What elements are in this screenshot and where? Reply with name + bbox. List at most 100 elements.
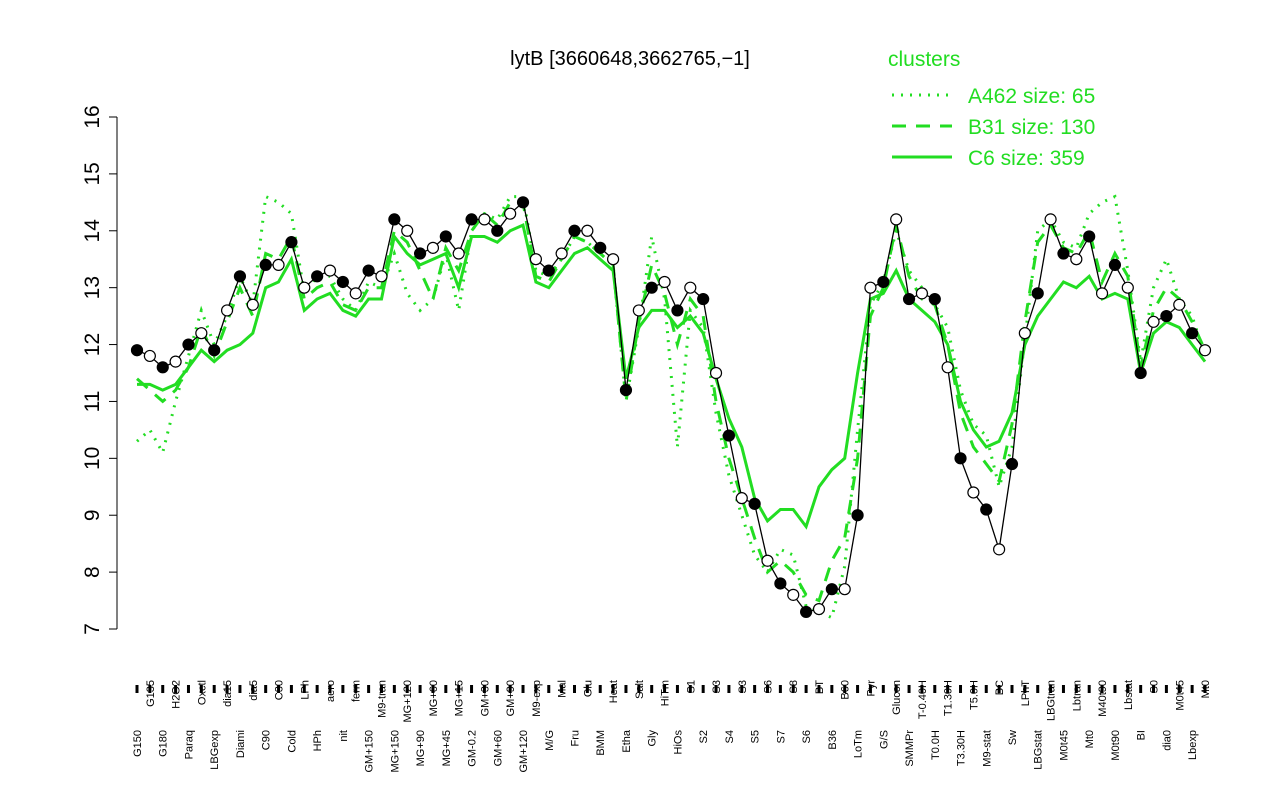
data-point	[529, 253, 542, 266]
x-tick-label: T1.30H	[943, 680, 955, 716]
data-point	[1057, 247, 1070, 260]
data-point	[890, 213, 903, 226]
data-point	[864, 281, 877, 294]
data-point	[130, 344, 144, 357]
x-tick-label: S4	[724, 730, 736, 743]
legend-label: A462 size: 65	[968, 85, 1095, 108]
x-tick-label: MG+150	[389, 730, 401, 773]
data-point	[504, 207, 517, 220]
x-tick-label: LBGstat	[1033, 730, 1045, 770]
cluster-line	[137, 222, 1207, 530]
data-point	[594, 241, 607, 254]
data-point	[413, 247, 427, 260]
data-point	[967, 486, 980, 499]
data-point	[542, 264, 555, 277]
data-point	[941, 361, 954, 374]
x-tick-label: MG+90	[415, 730, 427, 766]
data-point	[671, 304, 684, 317]
x-tick-label: Glu	[582, 680, 594, 697]
y-tick-label: 9	[81, 509, 104, 521]
x-tick-label: HiOs	[672, 730, 684, 755]
x-tick-label: G135	[145, 680, 157, 707]
data-point	[748, 497, 761, 510]
data-point	[246, 298, 259, 311]
x-tick-label: M9-tran	[376, 680, 388, 718]
data-point	[555, 247, 568, 260]
x-tick-label: Pyr	[865, 680, 877, 697]
x-tick-label: LBGexp	[209, 730, 221, 770]
data-point	[465, 213, 478, 226]
chart-title: lytB [3660648,3662765,−1]	[510, 48, 750, 70]
x-tick-label: T0.0H	[930, 730, 942, 760]
x-tick-label: T3.30H	[956, 730, 968, 766]
data-point	[195, 327, 208, 340]
y-tick-label: 16	[81, 105, 104, 128]
data-point	[143, 349, 156, 363]
x-tick-label: C90	[261, 730, 273, 750]
data-point	[645, 281, 658, 294]
data-point	[800, 605, 813, 619]
data-point	[722, 429, 736, 442]
data-point	[478, 213, 491, 226]
x-tick-label: LBGtran	[1046, 680, 1058, 721]
x-tick-label: MG+120	[402, 680, 414, 723]
x-tick-label: GM+90	[505, 680, 517, 716]
data-point	[851, 509, 864, 522]
x-tick-label: dia5	[248, 680, 260, 701]
x-tick-label: M0t45	[1174, 680, 1186, 711]
x-tick-label: M40t90	[1097, 680, 1109, 717]
data-point	[220, 304, 234, 317]
x-tick-label: M9-stat	[981, 730, 993, 767]
data-point	[658, 275, 671, 289]
x-tick-label: Paraq	[183, 730, 195, 759]
x-tick-label: Lbexp	[1187, 730, 1199, 760]
x-tick-label: GM+30	[479, 680, 491, 716]
y-tick-label: 8	[81, 566, 104, 578]
data-point	[915, 287, 929, 300]
x-tick-label: GM+60	[492, 730, 504, 766]
data-point	[388, 213, 401, 226]
x-tick-label: SMMPr	[904, 730, 916, 767]
data-point	[877, 275, 890, 289]
x-tick-label: LPhT	[1020, 680, 1032, 707]
profile-line	[136, 201, 1206, 613]
data-point	[581, 224, 594, 237]
data-point	[606, 253, 620, 266]
data-point	[259, 258, 272, 272]
data-point	[812, 602, 826, 616]
data-point	[709, 366, 723, 380]
data-point	[336, 275, 349, 289]
x-tick-label: Salt	[634, 680, 646, 699]
cluster-line	[136, 194, 1207, 620]
data-point	[787, 588, 800, 601]
y-tick-label: 12	[81, 333, 104, 356]
x-tick-label: S3	[737, 680, 749, 693]
x-tick-label: LoTm	[853, 730, 865, 758]
data-point	[1160, 310, 1173, 323]
data-point	[362, 264, 375, 277]
x-tick-label: BMM	[595, 730, 607, 756]
x-tick-label: H2O2	[171, 680, 183, 709]
x-tick-label: S3	[711, 680, 723, 693]
x-tick-label: BT	[814, 680, 826, 694]
x-tick-label: Gly	[647, 730, 659, 747]
data-point	[439, 230, 452, 243]
y-tick-label: 7	[81, 623, 104, 635]
y-tick-label: 10	[81, 447, 104, 470]
x-tick-label: C30	[274, 680, 286, 700]
data-point	[401, 224, 414, 237]
data-point	[491, 224, 504, 237]
y-tick-label: 11	[81, 391, 104, 413]
x-tick-label: T5.0H	[968, 680, 980, 710]
data-point	[1031, 287, 1044, 300]
x-tick-label: BC	[994, 680, 1006, 695]
data-point	[323, 264, 337, 277]
data-point	[684, 281, 697, 294]
data-point	[1198, 344, 1212, 357]
data-point	[272, 258, 285, 272]
x-tick-label: G/S	[878, 730, 890, 749]
data-point	[426, 241, 440, 254]
x-tick-label: S8	[788, 680, 800, 693]
x-tick-label: S2	[698, 730, 710, 743]
